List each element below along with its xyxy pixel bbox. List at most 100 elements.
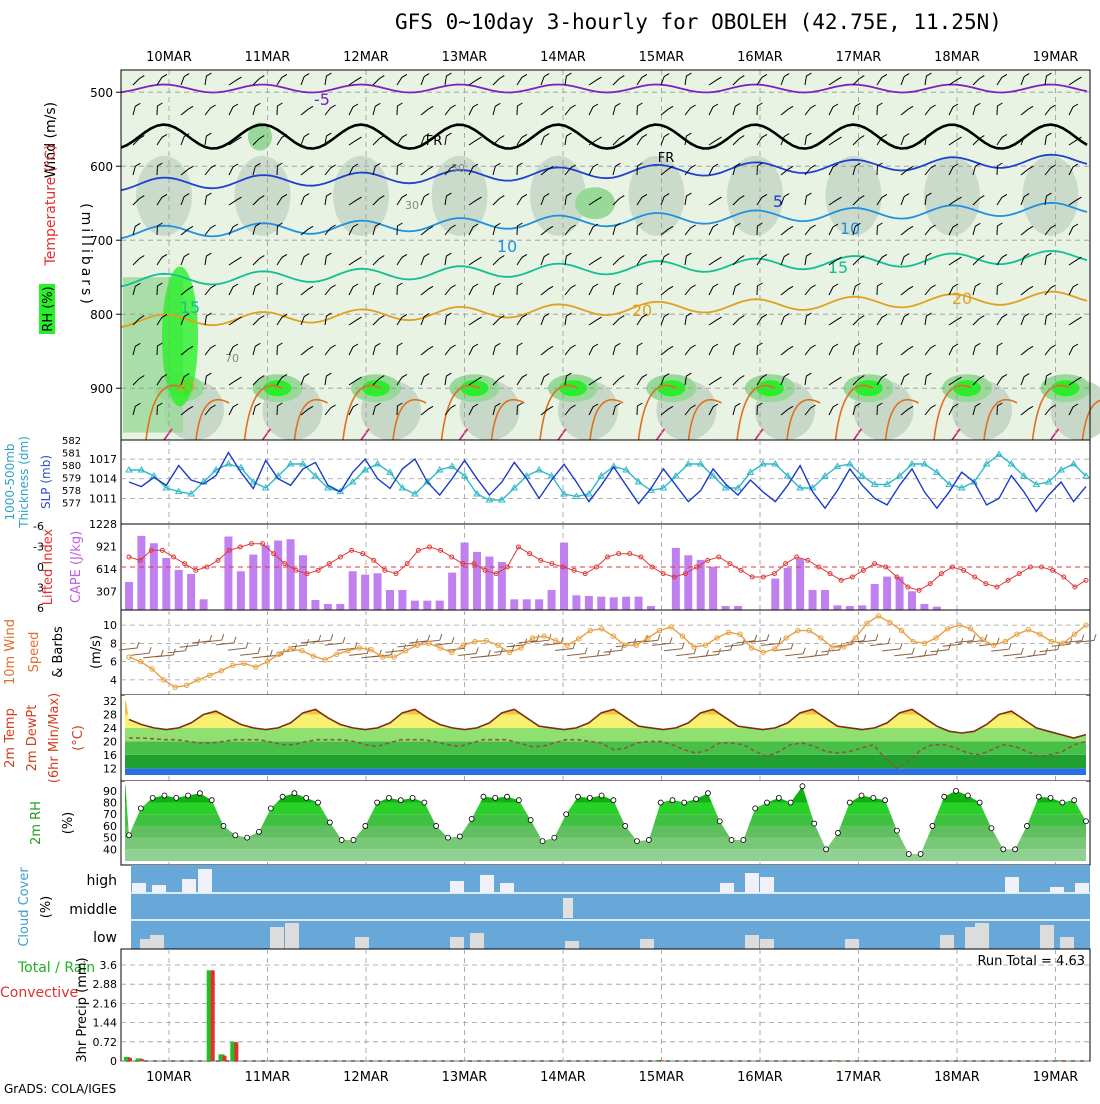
upper-air-panel: 500600700800900-5FRFR5101015202015203050…	[39, 70, 1100, 440]
cape-bar	[883, 577, 891, 610]
rh-point	[788, 800, 793, 805]
rh-point	[457, 834, 462, 839]
ylabel-precip: 3hr Precip (mm)	[75, 957, 90, 1062]
rh-point	[268, 806, 273, 811]
rh-point	[197, 791, 202, 796]
y-tick-label: 20	[103, 735, 117, 748]
rh-point	[363, 823, 368, 828]
rh-point	[351, 837, 356, 842]
rh-point	[812, 821, 817, 826]
rh-point	[410, 795, 415, 800]
rh-point	[989, 826, 994, 831]
cape-bar	[722, 606, 730, 610]
y-tick-label: 800	[90, 308, 113, 322]
cloud-high	[1005, 877, 1019, 893]
rh-band	[125, 814, 1086, 826]
cloud-high	[1075, 883, 1089, 893]
cloud-high	[480, 875, 494, 893]
ylabel-thickness-2: Thickness (dm)	[17, 436, 31, 529]
cape-bar	[125, 582, 133, 610]
rh-point	[1001, 847, 1006, 852]
rh-point	[906, 851, 911, 856]
rh-point	[776, 795, 781, 800]
rh-point	[540, 839, 545, 844]
y-tick-label: 6	[110, 656, 117, 669]
rh-point	[729, 837, 734, 842]
x-tick-label-bottom: 19MAR	[1033, 1070, 1079, 1085]
y-tick-label: 4	[110, 674, 117, 687]
rh-point	[753, 806, 758, 811]
cape-bar	[635, 597, 643, 610]
cloud-row-label: middle	[69, 902, 117, 918]
cloud-high	[1050, 887, 1064, 893]
y-tick-label: 0	[110, 1055, 117, 1068]
ylabel-slp: SLP (mb)	[39, 455, 53, 509]
x-tick-label-top: 13MAR	[442, 50, 488, 65]
cape-bar	[784, 568, 792, 610]
cape-bar	[585, 596, 593, 610]
cape-bar	[137, 536, 145, 610]
cape-bar	[150, 543, 158, 610]
upper-ylabels: Wind (m/s)Temperature (°C)RH (%)(milliba…	[39, 102, 94, 334]
x-tick-label-bottom: 13MAR	[442, 1070, 488, 1085]
ylabel-cloud-unit: (%)	[39, 896, 54, 919]
precip-convective-bar	[837, 1060, 841, 1061]
y-tick-label: 600	[90, 160, 113, 174]
y-tick-label: 1011	[89, 492, 117, 505]
cloud-row-label: high	[86, 873, 117, 889]
y-tick-label: 3.6	[100, 959, 118, 972]
ylabel-thickness-1: 1000-500mb	[3, 443, 17, 520]
cloud-low	[975, 923, 989, 949]
x-tick-label-top: 17MAR	[836, 50, 882, 65]
cape-bar	[162, 558, 170, 610]
cloud-low	[150, 935, 164, 949]
ylabel-precip-convective: Convective	[0, 985, 78, 1001]
thickness-tick-label: 580	[62, 461, 81, 472]
rh-point	[871, 795, 876, 800]
rh-point	[859, 793, 864, 798]
rh-point	[469, 816, 474, 821]
rh-point	[611, 798, 616, 803]
cape-tick-label: 614	[96, 563, 117, 576]
cape-bar	[436, 601, 444, 610]
cape-bar	[374, 573, 382, 610]
rh-point	[835, 830, 840, 835]
cape-bar	[647, 606, 655, 610]
rh-point	[741, 837, 746, 842]
rh-point	[505, 794, 510, 799]
rh-point	[174, 795, 179, 800]
y-tick-label: 900	[90, 382, 113, 396]
rh-point	[386, 795, 391, 800]
rh-point	[930, 823, 935, 828]
rh-point	[221, 823, 226, 828]
rh-point	[682, 800, 687, 805]
rh-point	[1048, 795, 1053, 800]
cape-bar	[361, 575, 369, 610]
run-total-annotation: Run Total = 4.63	[977, 954, 1085, 969]
cape-bar	[200, 599, 208, 610]
rh-point	[670, 798, 675, 803]
rh-point	[209, 798, 214, 803]
cape-bar	[349, 571, 357, 610]
cloud-high	[152, 885, 166, 893]
ylabel-wind10m: (m/s)	[89, 635, 104, 669]
contour-label: FR	[658, 151, 675, 166]
cape-bar	[920, 604, 928, 610]
cape-bar	[622, 597, 630, 610]
cloud-high	[720, 883, 734, 893]
rh-point	[292, 791, 297, 796]
rh-point	[918, 851, 923, 856]
rh-point	[954, 788, 959, 793]
ylabel-temp2m: 2m DewPt	[25, 705, 40, 772]
cloud-high	[182, 879, 196, 893]
cape-tick-label: 921	[96, 541, 117, 554]
cloud-row-label: low	[93, 930, 117, 946]
cape-bar	[485, 557, 493, 610]
rh-point	[256, 829, 261, 834]
y-tick-label: 0.72	[93, 1036, 118, 1049]
contour-label: 30	[405, 199, 419, 212]
y-tick-label: 12	[103, 762, 117, 775]
cape-bar	[510, 599, 518, 610]
rh-point	[1036, 794, 1041, 799]
y-tick-label: 1.44	[93, 1017, 118, 1030]
